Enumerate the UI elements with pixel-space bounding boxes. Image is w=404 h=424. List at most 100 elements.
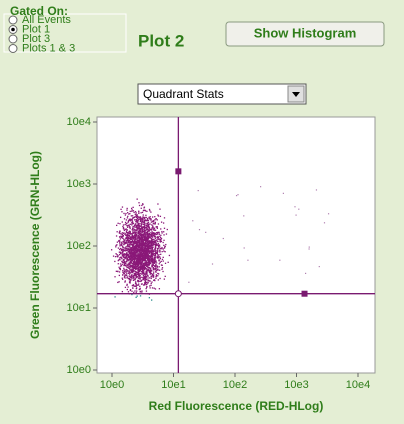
event-dot	[141, 256, 143, 258]
event-dot	[137, 224, 140, 226]
event-dot	[131, 229, 133, 231]
event-dot	[157, 244, 159, 246]
event-dot	[131, 250, 133, 252]
event-dot	[137, 280, 140, 283]
event-dot	[149, 210, 151, 212]
event-dot	[144, 237, 146, 240]
event-dot	[131, 240, 134, 243]
event-dot	[158, 259, 160, 261]
radio-button[interactable]	[8, 34, 18, 44]
radio-button[interactable]	[8, 15, 18, 25]
event-dot	[135, 216, 137, 218]
event-dot	[137, 270, 139, 273]
event-dot	[157, 272, 159, 275]
event-dot	[168, 254, 171, 257]
event-dot	[155, 243, 157, 246]
event-dot	[139, 255, 142, 257]
event-dot	[130, 237, 132, 240]
event-dot	[145, 253, 147, 255]
event-dot	[260, 186, 262, 188]
event-dot	[115, 253, 117, 255]
event-dot	[126, 264, 129, 266]
event-dot	[133, 236, 135, 238]
event-dot	[142, 265, 144, 267]
event-dot	[140, 239, 142, 241]
event-dot	[305, 272, 307, 274]
event-dot	[134, 262, 136, 264]
event-dot	[141, 269, 144, 271]
event-dot	[124, 275, 126, 277]
event-dot	[145, 290, 148, 292]
event-dot	[154, 244, 156, 246]
event-dot	[282, 192, 284, 194]
event-dot	[135, 250, 137, 252]
event-dot	[135, 241, 138, 243]
event-dot	[121, 251, 124, 254]
event-dot	[140, 238, 143, 240]
event-dot	[131, 234, 133, 236]
event-dot	[152, 267, 154, 269]
event-dot	[134, 231, 136, 234]
event-dot	[134, 211, 137, 213]
event-dot	[119, 257, 121, 259]
event-dot	[139, 251, 141, 253]
event-dot	[134, 232, 136, 235]
event-dot	[243, 247, 245, 249]
event-dot	[150, 235, 152, 237]
event-dot	[139, 217, 141, 220]
event-dot	[147, 219, 150, 221]
event-dot	[147, 253, 149, 255]
event-dot	[145, 277, 147, 279]
event-dot	[151, 241, 154, 244]
event-dot	[140, 235, 143, 238]
event-dot	[142, 278, 145, 281]
event-dot	[158, 288, 161, 290]
event-dot	[133, 251, 135, 254]
event-dot	[137, 241, 139, 244]
event-dot	[134, 242, 136, 244]
event-dot	[126, 263, 128, 265]
event-dot	[158, 247, 160, 250]
event-dot	[142, 229, 144, 231]
event-dot	[130, 254, 132, 256]
event-dot	[143, 226, 145, 228]
event-dot	[158, 233, 160, 236]
event-dot	[139, 238, 141, 241]
y-tick-label: 10e3	[67, 178, 91, 190]
event-dot	[139, 285, 141, 287]
event-dot	[144, 219, 146, 222]
event-dot	[143, 284, 146, 286]
event-dot	[144, 232, 146, 234]
event-dot	[145, 256, 147, 258]
event-dot	[323, 222, 326, 224]
show-histogram-button[interactable]	[225, 21, 385, 47]
radio-button[interactable]	[8, 44, 18, 53]
event-dot	[162, 248, 164, 250]
event-dot	[133, 279, 135, 281]
event-dot	[120, 244, 122, 246]
event-dot	[150, 257, 153, 259]
event-dot	[147, 234, 149, 237]
event-dot	[138, 267, 140, 270]
event-dot	[139, 257, 141, 260]
event-dot	[123, 240, 125, 242]
event-dot	[137, 222, 140, 224]
dropdown[interactable]	[137, 83, 307, 105]
event-dot	[149, 258, 151, 260]
event-dot	[130, 218, 133, 221]
event-dot	[147, 266, 149, 268]
event-dot	[123, 256, 125, 259]
event-dot	[147, 233, 149, 236]
event-dot	[138, 259, 140, 261]
event-dot	[126, 238, 129, 240]
event-dot	[134, 275, 136, 277]
event-dot	[146, 272, 148, 274]
event-dot	[141, 290, 143, 292]
event-dot	[136, 260, 138, 263]
event-dot	[148, 236, 151, 239]
event-dot	[159, 269, 161, 271]
event-dot	[123, 276, 126, 278]
event-dot	[139, 253, 141, 255]
event-dot	[118, 231, 121, 233]
event-dot	[129, 289, 132, 291]
